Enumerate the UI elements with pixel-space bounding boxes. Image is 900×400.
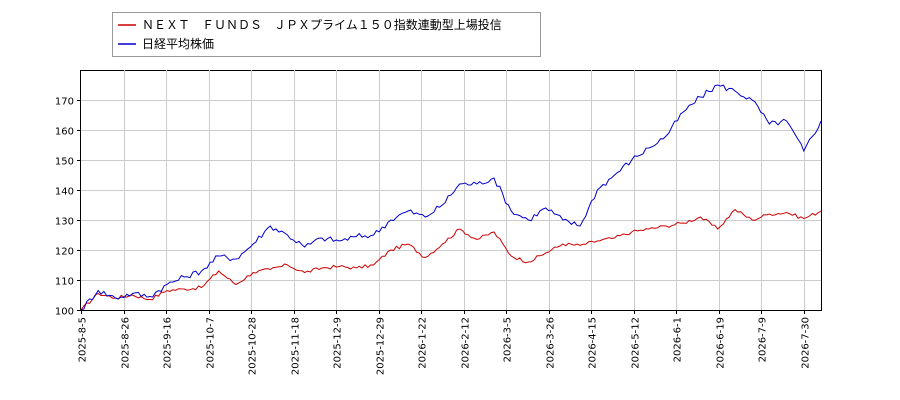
x-tick-label: 2026-3-26 <box>546 317 557 369</box>
x-tick-label: 2026-3-5 <box>503 317 514 362</box>
x-tick-label: 2025-10-28 <box>248 317 259 375</box>
legend-label-series-1: ＮＥＸＴ ＦＵＮＤＳ ＪＰＸプライム１５０指数連動型上場投信 <box>142 17 502 32</box>
series-layer <box>80 84 822 311</box>
x-tick-label: 2026-7-9 <box>758 317 769 362</box>
y-tick-label: 150 <box>55 157 74 168</box>
x-tick-label: 2025-12-9 <box>333 317 344 369</box>
x-tick-label: 2025-10-7 <box>206 317 217 369</box>
series-line-1 <box>80 208 822 311</box>
series-line-2 <box>80 84 822 311</box>
x-tick-label: 2026-7-30 <box>801 317 812 369</box>
y-tick-label: 140 <box>55 187 74 198</box>
y-tick-label: 130 <box>55 217 74 228</box>
x-tick-label: 2026-6-19 <box>716 317 727 369</box>
x-tick-label: 2025-11-18 <box>291 317 302 375</box>
x-tick-label: 2025-9-16 <box>163 317 174 369</box>
x-axis: 2025-8-5 2025-8-26 2025-9-16 2025-10-7 2025-… <box>78 310 812 375</box>
y-tick-label: 170 <box>55 97 74 108</box>
x-tick-label: 2025-8-5 <box>78 317 89 362</box>
grid <box>81 70 821 310</box>
legend-label-series-2: 日経平均株価 <box>142 36 214 51</box>
y-axis: 100 110 120 130 140 150 160 170 <box>55 97 81 318</box>
x-tick-label: 2025-8-26 <box>121 317 132 369</box>
legend-box <box>112 12 541 57</box>
legend: ＮＥＸＴ ＦＵＮＤＳ ＪＰＸプライム１５０指数連動型上場投信 日経平均株価 <box>112 12 541 57</box>
y-tick-label: 120 <box>55 247 74 258</box>
y-tick-label: 110 <box>55 277 74 288</box>
x-tick-label: 2026-1-22 <box>418 317 429 369</box>
x-tick-label: 2026-4-15 <box>588 317 599 369</box>
y-tick-label: 100 <box>55 307 74 318</box>
x-tick-label: 2026-2-12 <box>461 317 472 369</box>
y-tick-label: 160 <box>55 127 74 138</box>
x-tick-label: 2026-6-1 <box>673 317 684 362</box>
x-tick-label: 2026-5-12 <box>631 317 642 369</box>
x-tick-label: 2025-12-29 <box>376 317 387 375</box>
